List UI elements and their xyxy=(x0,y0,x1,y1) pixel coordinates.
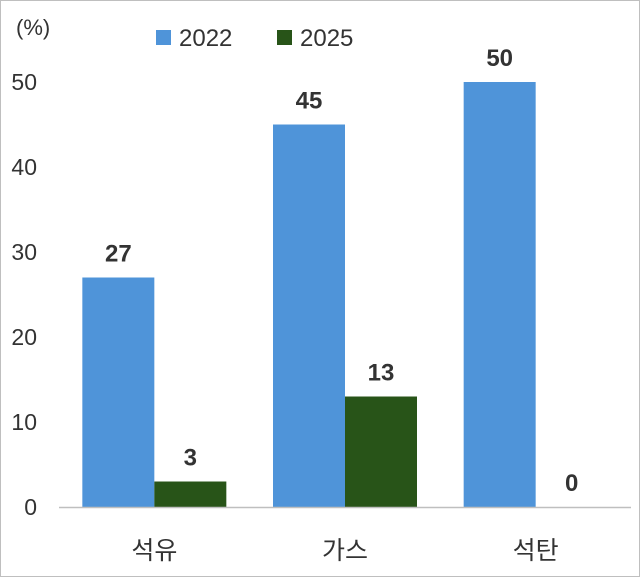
y-tick-label-50: 50 xyxy=(11,69,37,95)
y-tick-label-30: 30 xyxy=(11,239,37,265)
legend-label-2025: 2025 xyxy=(300,25,353,52)
y-tick-label-20: 20 xyxy=(11,324,37,350)
data-label-2022-가스: 45 xyxy=(296,88,323,115)
data-labels: 27 3 45 13 50 0 xyxy=(105,45,578,497)
bars xyxy=(82,82,536,507)
category-label-석유: 석유 xyxy=(131,537,177,565)
legend: 2022 2025 xyxy=(156,25,353,52)
y-tick-label-0: 0 xyxy=(24,494,37,520)
bar-2022-석탄 xyxy=(463,82,536,507)
x-axis: 석유 가스 석탄 xyxy=(59,506,631,565)
data-label-2025-석유: 3 xyxy=(184,445,197,472)
legend-swatch-2022 xyxy=(156,30,171,45)
bar-2025-가스 xyxy=(345,396,417,507)
y-tick-label-40: 40 xyxy=(11,154,37,180)
y-tick-label-10: 10 xyxy=(11,409,37,435)
legend-swatch-2025 xyxy=(277,30,292,45)
unit-label: (%) xyxy=(16,15,50,40)
category-label-석탄: 석탄 xyxy=(513,537,559,565)
bar-2022-석유 xyxy=(82,277,155,507)
bar-2025-석유 xyxy=(154,481,227,507)
data-label-2025-석탄: 0 xyxy=(565,470,578,497)
bar-2022-가스 xyxy=(273,124,345,507)
legend-label-2022: 2022 xyxy=(179,25,232,52)
data-label-2022-석탄: 50 xyxy=(486,45,513,72)
data-label-2022-석유: 27 xyxy=(105,241,132,268)
y-axis: 0 10 20 30 40 50 xyxy=(11,69,37,520)
category-label-가스: 가스 xyxy=(322,537,368,565)
data-label-2025-가스: 13 xyxy=(368,360,395,387)
